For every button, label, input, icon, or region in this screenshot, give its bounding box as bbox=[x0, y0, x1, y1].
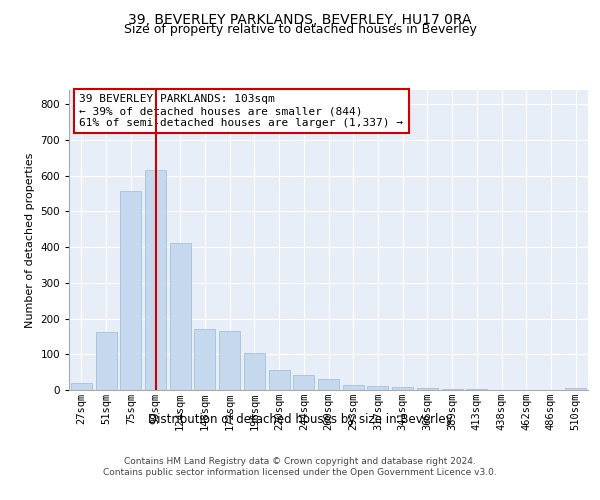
Text: 39 BEVERLEY PARKLANDS: 103sqm
← 39% of detached houses are smaller (844)
61% of : 39 BEVERLEY PARKLANDS: 103sqm ← 39% of d… bbox=[79, 94, 403, 128]
Bar bbox=[417, 388, 438, 390]
Text: Contains HM Land Registry data © Crown copyright and database right 2024.
Contai: Contains HM Land Registry data © Crown c… bbox=[103, 458, 497, 477]
Bar bbox=[343, 384, 364, 390]
Text: Size of property relative to detached houses in Beverley: Size of property relative to detached ho… bbox=[124, 22, 476, 36]
Text: 39, BEVERLEY PARKLANDS, BEVERLEY, HU17 0RA: 39, BEVERLEY PARKLANDS, BEVERLEY, HU17 0… bbox=[128, 12, 472, 26]
Bar bbox=[565, 388, 586, 390]
Text: Distribution of detached houses by size in Beverley: Distribution of detached houses by size … bbox=[148, 412, 452, 426]
Bar bbox=[392, 387, 413, 390]
Bar bbox=[71, 383, 92, 390]
Bar bbox=[466, 389, 487, 390]
Y-axis label: Number of detached properties: Number of detached properties bbox=[25, 152, 35, 328]
Bar bbox=[194, 330, 215, 390]
Bar bbox=[269, 370, 290, 390]
Bar bbox=[442, 389, 463, 390]
Bar bbox=[219, 331, 240, 390]
Bar bbox=[367, 386, 388, 390]
Bar bbox=[95, 332, 116, 390]
Bar bbox=[120, 190, 141, 390]
Bar bbox=[244, 353, 265, 390]
Bar bbox=[293, 374, 314, 390]
Bar bbox=[170, 243, 191, 390]
Bar bbox=[145, 170, 166, 390]
Bar bbox=[318, 378, 339, 390]
